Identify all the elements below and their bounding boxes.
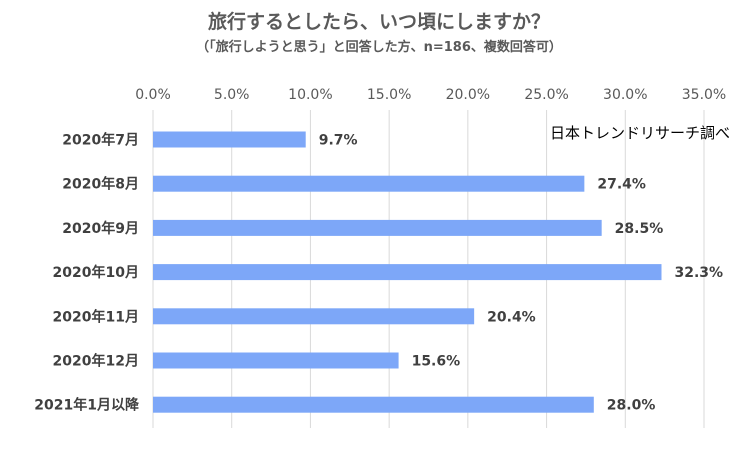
source-note: 日本トレンドリサーチ調べ <box>550 124 730 142</box>
bar <box>153 308 475 325</box>
bar <box>153 175 585 192</box>
x-tick-label: 0.0% <box>135 87 171 103</box>
x-tick-label: 5.0% <box>214 87 250 103</box>
data-label: 20.4% <box>487 309 536 325</box>
bar <box>153 219 602 236</box>
bar <box>153 396 594 413</box>
chart-title: 旅行するとしたら、いつ頃にしますか？ <box>208 10 550 33</box>
data-label: 15.6% <box>412 354 461 370</box>
category-label: 2020年8月 <box>62 176 139 193</box>
data-label: 27.4% <box>597 177 646 193</box>
bar <box>153 131 306 148</box>
category-label: 2020年10月 <box>53 264 139 281</box>
chart-subtitle: （「旅行しようと思う」と回答した方、n=186、複数回答可） <box>196 39 562 55</box>
data-label: 28.5% <box>615 221 664 237</box>
data-label: 32.3% <box>674 265 723 281</box>
data-labels: 9.7% 27.4% 28.5% 32.3% 20.4% 15.6% 28.0% <box>319 133 723 414</box>
category-label: 2021年1月以降 <box>34 397 140 414</box>
x-tick-label: 20.0% <box>446 87 490 103</box>
category-label: 2020年12月 <box>53 353 139 370</box>
bar <box>153 352 399 369</box>
category-label: 2020年7月 <box>62 132 139 149</box>
bars <box>153 131 662 413</box>
category-labels: 2020年7月 2020年8月 2020年9月 2020年10月 2020年11月 202… <box>34 132 140 414</box>
x-axis-ticks: 0.0% 5.0% 10.0% 15.0% 20.0% 25.0% 30.0% 35.0% <box>135 87 726 103</box>
category-label: 2020年9月 <box>62 220 139 237</box>
data-label: 28.0% <box>607 398 656 414</box>
x-tick-label: 30.0% <box>603 87 647 103</box>
data-label: 9.7% <box>319 133 358 149</box>
x-tick-label: 15.0% <box>367 87 411 103</box>
bar <box>153 264 662 281</box>
x-tick-label: 35.0% <box>682 87 726 103</box>
x-tick-label: 10.0% <box>288 87 332 103</box>
category-label: 2020年11月 <box>53 308 139 325</box>
x-tick-label: 25.0% <box>524 87 568 103</box>
